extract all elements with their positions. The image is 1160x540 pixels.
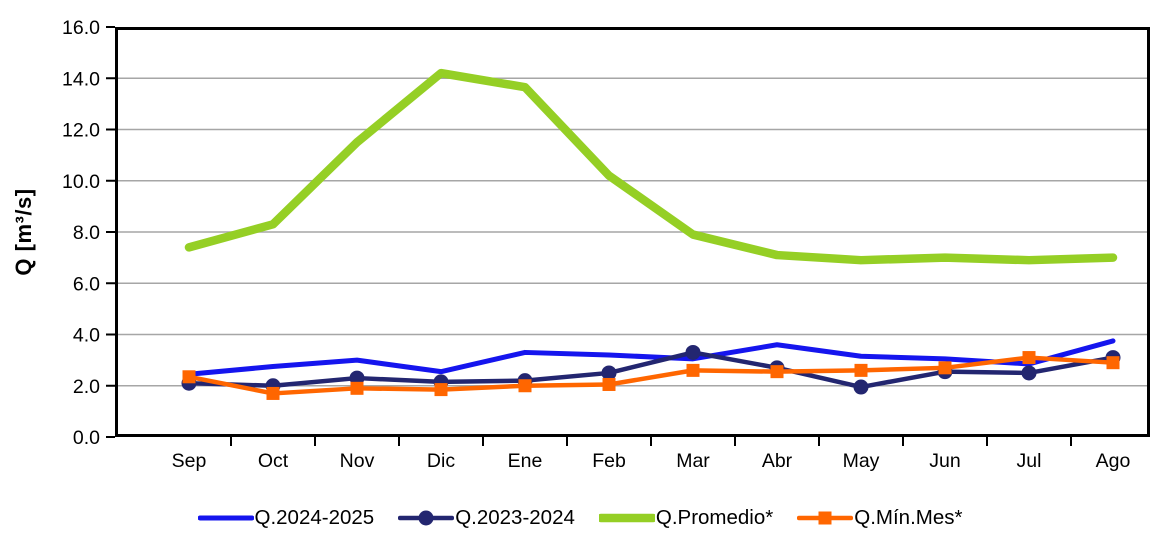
legend-marker-circle (418, 510, 434, 526)
x-tick-label: Dic (427, 450, 455, 472)
marker-q-m-n-mes (938, 361, 952, 375)
marker-q-m-n-mes (602, 377, 616, 391)
series-q-2023-2024 (181, 344, 1121, 395)
series-q-m-n-mes (182, 351, 1120, 400)
marker-q-m-n-mes (266, 386, 280, 400)
y-tick-label: 2.0 (73, 376, 100, 398)
marker-q-m-n-mes (350, 381, 364, 395)
legend-item-q-promedio: Q.Promedio* (598, 506, 774, 530)
marker-q-m-n-mes (518, 379, 532, 393)
x-tick-label: Oct (258, 450, 289, 472)
marker-q-2023-2024 (1021, 365, 1037, 381)
legend-label: Q.Promedio* (655, 506, 774, 529)
y-tick-label: 0.0 (73, 427, 100, 449)
chart-plot-area: 0.0 2.0 4.0 6.0 8.0 10.0 12.0 14.0 16.0 Sep Oct Nov… (62, 17, 1150, 472)
marker-q-m-n-mes (1022, 351, 1036, 365)
marker-q-2023-2024 (853, 379, 869, 395)
legend-swatch-q-2023-2024 (398, 510, 455, 526)
x-tick-label: Jun (929, 450, 960, 472)
series-q-promedio-line (184, 68, 1118, 265)
legend-swatch-q-m-n-mes (797, 511, 854, 525)
y-tick-label: 16.0 (62, 17, 100, 39)
y-tick-label: 10.0 (62, 171, 100, 193)
series-q-2024-2025 (186, 338, 1116, 377)
legend-swatch-q-2024-2025 (197, 515, 254, 521)
legend-label: Q.Mín.Mes* (854, 506, 963, 529)
y-axis-title: Q [m³/s] (11, 188, 36, 276)
marker-q-2023-2024 (601, 365, 617, 381)
series-q-promedio (184, 68, 1118, 265)
x-tick-label: Jul (1017, 450, 1042, 472)
axis-ticks (106, 26, 1072, 446)
series-q-m-n-mes-line (186, 355, 1116, 396)
legend-item-q-m-n-mes: Q.Mín.Mes* (797, 506, 962, 530)
legend-item-q-2024-2025: Q.2024-2025 (197, 506, 375, 530)
marker-q-m-n-mes (770, 365, 784, 379)
y-tick-label: 4.0 (73, 325, 100, 347)
marker-q-2023-2024 (685, 344, 701, 360)
y-tick-labels: 0.0 2.0 4.0 6.0 8.0 10.0 12.0 14.0 16.0 (62, 17, 100, 449)
y-tick-label: 14.0 (62, 68, 100, 90)
y-tick-label: 8.0 (73, 222, 100, 244)
gridlines (115, 77, 1150, 387)
series-q-2023-2024-line (186, 350, 1116, 390)
marker-q-m-n-mes (686, 363, 700, 377)
x-tick-label: Feb (592, 450, 626, 472)
x-tick-label: Mar (676, 450, 710, 472)
legend-label: Q.2023-2024 (455, 506, 575, 529)
legend-label: Q.2024-2025 (254, 506, 375, 529)
x-tick-label: Ene (508, 450, 543, 472)
x-tick-label: Sep (172, 450, 207, 472)
y-tick-label: 12.0 (62, 120, 100, 142)
x-tick-label: Nov (340, 450, 375, 472)
legend-marker-square (818, 511, 832, 525)
marker-q-m-n-mes (1106, 356, 1120, 370)
legend-swatch-q-promedio (598, 513, 655, 523)
x-tick-label: May (843, 450, 880, 472)
marker-q-m-n-mes (434, 383, 448, 397)
plot-border (115, 27, 1150, 437)
y-tick-label: 6.0 (73, 273, 100, 295)
legend-item-q-2023-2024: Q.2023-2024 (398, 506, 575, 530)
x-tick-label: Ago (1096, 450, 1131, 472)
x-tick-label: Abr (762, 450, 793, 472)
marker-q-m-n-mes (854, 363, 868, 377)
x-tick-labels: Sep Oct Nov Dic Ene Feb Mar Abr May Jun Jul Ago (172, 450, 1131, 472)
chart-legend: Q.2024-2025 Q.2023-2024 Q.Promedio* Q.Mín.M… (0, 499, 1160, 537)
marker-q-m-n-mes (182, 370, 196, 384)
series-q-2024-2025-line (186, 338, 1116, 377)
